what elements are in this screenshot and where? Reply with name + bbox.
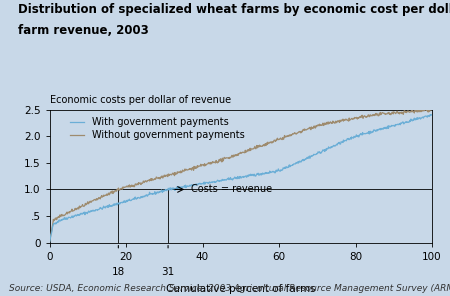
X-axis label: Cumulative percent of farms: Cumulative percent of farms [166,284,315,294]
Text: Costs = revenue: Costs = revenue [191,184,272,194]
Text: 31: 31 [162,267,175,277]
Text: farm revenue, 2003: farm revenue, 2003 [18,24,149,37]
Text: Source: USDA, Economic Research Service, 2003 Agricultural Resource Management S: Source: USDA, Economic Research Service,… [9,284,450,293]
Text: Economic costs per dollar of revenue: Economic costs per dollar of revenue [50,95,230,105]
Text: Distribution of specialized wheat farms by economic cost per dollar of: Distribution of specialized wheat farms … [18,3,450,16]
Legend: With government payments, Without government payments: With government payments, Without govern… [70,117,245,140]
Text: 18: 18 [112,267,125,277]
